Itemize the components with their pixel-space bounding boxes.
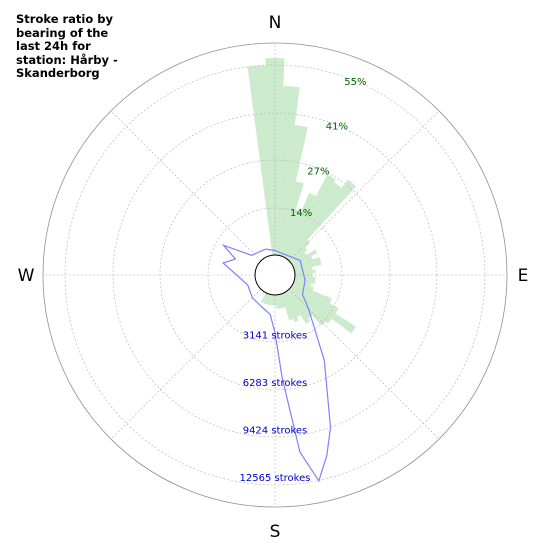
ratio-bar bbox=[289, 247, 308, 263]
ratio-bar bbox=[284, 174, 336, 259]
grid-circle bbox=[207, 207, 343, 343]
ratio-bar bbox=[268, 294, 273, 306]
ratio-bar bbox=[294, 266, 312, 273]
ratio-bar bbox=[279, 294, 286, 309]
cardinal-w: W bbox=[18, 266, 35, 286]
ratio-bar bbox=[275, 85, 300, 256]
ratio-bar bbox=[292, 282, 332, 304]
ratio-bar bbox=[271, 294, 275, 306]
ratio-bar bbox=[263, 293, 269, 304]
chart-title: Stroke ratio by bearing of the last 24h … bbox=[16, 12, 118, 80]
ratio-bar bbox=[294, 260, 322, 271]
stroke-ring-label: 12565 strokes bbox=[240, 473, 311, 484]
cardinal-s: S bbox=[270, 522, 281, 542]
ratio-bar bbox=[284, 291, 301, 318]
ratio-bar bbox=[279, 181, 304, 256]
ratio-bar bbox=[285, 182, 342, 260]
ratio-bar bbox=[293, 256, 321, 269]
ratio-bar bbox=[282, 192, 317, 258]
cardinal-n: N bbox=[269, 13, 282, 33]
ratio-ring-label: 55% bbox=[344, 77, 366, 88]
ratio-bar bbox=[288, 239, 311, 262]
ring-labels: 14% 27% 41% 55% 3141 strokes 6283 strokes 9424… bbox=[240, 77, 367, 484]
ratio-bar bbox=[294, 269, 316, 275]
stroke-count-line bbox=[221, 243, 332, 483]
ratio-ring-label: 27% bbox=[307, 166, 329, 177]
cardinal-e: E bbox=[518, 266, 529, 286]
ratio-bar bbox=[260, 292, 268, 304]
ratio-bar bbox=[291, 249, 318, 266]
ratio-bar bbox=[287, 289, 312, 319]
grid-circle bbox=[159, 159, 391, 391]
ratio-bar bbox=[290, 285, 356, 334]
ratio-bar bbox=[281, 209, 302, 257]
outer-circle bbox=[42, 42, 508, 508]
ratio-bar bbox=[290, 252, 307, 265]
ratio-ring-label: 14% bbox=[290, 208, 312, 219]
ratio-bar bbox=[289, 287, 332, 324]
ratio-bar bbox=[275, 294, 280, 309]
ratio-bar bbox=[292, 256, 313, 268]
ratio-bar bbox=[285, 290, 311, 324]
center-hub bbox=[254, 254, 296, 296]
ratio-bar bbox=[287, 179, 357, 261]
ratio-bar bbox=[281, 293, 294, 321]
ratio-ring-label: 41% bbox=[326, 122, 348, 133]
ratio-bar bbox=[282, 292, 299, 323]
grid-spoke bbox=[110, 110, 262, 262]
stroke-ring-label: 6283 strokes bbox=[243, 378, 308, 389]
grid-spoke bbox=[288, 110, 440, 262]
ratio-bar bbox=[265, 294, 271, 305]
ratio-bar bbox=[294, 275, 316, 281]
ratio-bar bbox=[277, 294, 283, 309]
ratio-bar bbox=[247, 65, 275, 256]
stroke-ring-label: 3141 strokes bbox=[243, 330, 308, 341]
ratio-bar bbox=[265, 58, 285, 256]
stroke-line bbox=[221, 243, 332, 483]
ratio-bar bbox=[277, 125, 308, 256]
polar-grid bbox=[42, 42, 508, 508]
grid-spoke bbox=[288, 288, 440, 440]
ratio-bar bbox=[294, 279, 312, 287]
grid-spoke bbox=[110, 288, 262, 440]
cardinal-labels: N E S W bbox=[18, 13, 529, 542]
stroke-ring-label: 9424 strokes bbox=[243, 426, 308, 437]
